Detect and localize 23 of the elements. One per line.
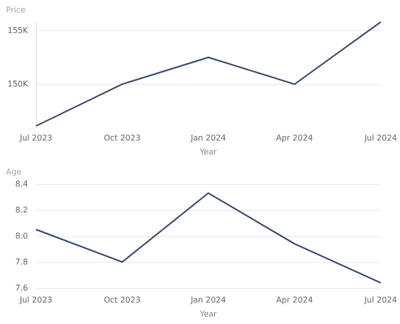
- x-tick-label: Jul 2023: [18, 134, 52, 142]
- y-tick-label: 7.8: [15, 258, 28, 266]
- line-series: [35, 21, 382, 127]
- x-axis-title: Year: [198, 310, 218, 318]
- y-tick-label: 8.4: [15, 180, 28, 188]
- y-axis-title: Age: [6, 168, 22, 176]
- x-tick-label: Jul 2024: [363, 296, 398, 304]
- x-tick-label: Jan 2024: [190, 134, 226, 142]
- y-tick-label: 7.6: [15, 284, 28, 292]
- x-tick-label: Jul 2023: [18, 296, 52, 304]
- x-tick-label: Jul 2024: [363, 134, 398, 142]
- x-axis-title: Year: [198, 148, 218, 156]
- line-series: [35, 192, 382, 284]
- x-tick-label: Oct 2023: [104, 296, 141, 304]
- y-tick-label: 150K: [7, 80, 29, 89]
- x-tick-label: Oct 2023: [104, 134, 141, 142]
- x-tick-label: Jan 2024: [190, 296, 226, 304]
- x-tick-label: Apr 2024: [276, 134, 313, 142]
- y-axis-title: Price: [6, 6, 26, 14]
- y-tick-label: 8.0: [15, 232, 28, 240]
- x-tick-label: Apr 2024: [276, 296, 313, 304]
- y-tick-label: 155K: [7, 26, 29, 36]
- y-tick-label: 8.2: [15, 206, 28, 214]
